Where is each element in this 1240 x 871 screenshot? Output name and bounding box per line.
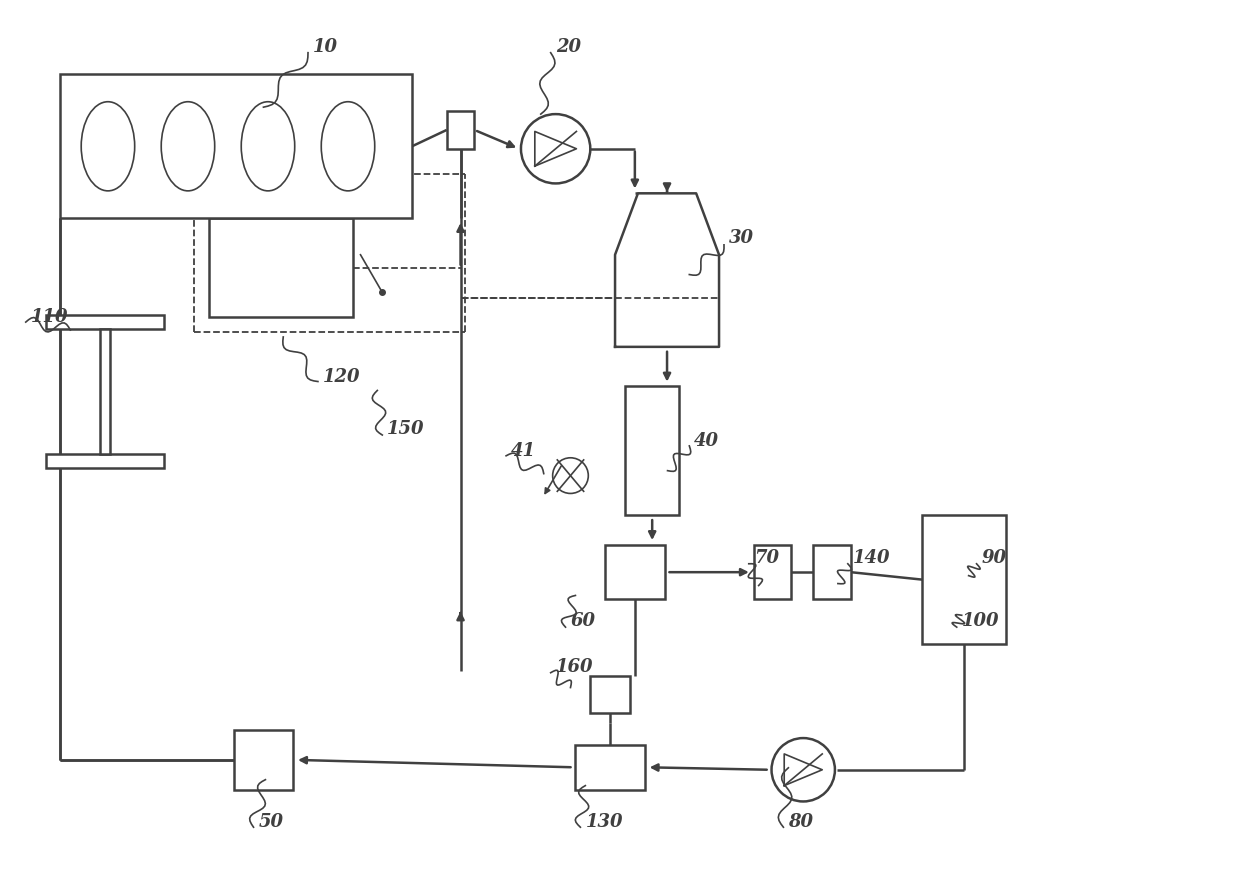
Text: 100: 100 — [962, 612, 999, 631]
Text: 80: 80 — [789, 814, 813, 831]
Bar — [754, 545, 791, 599]
Bar — [446, 111, 475, 149]
Text: 60: 60 — [570, 612, 595, 631]
Bar — [46, 314, 165, 328]
Bar — [575, 745, 645, 790]
Text: 10: 10 — [312, 37, 339, 56]
Ellipse shape — [161, 102, 215, 191]
Ellipse shape — [81, 102, 135, 191]
Bar — [46, 455, 165, 469]
Text: 50: 50 — [258, 814, 284, 831]
Circle shape — [553, 458, 588, 494]
Text: 41: 41 — [511, 442, 536, 460]
Text: 30: 30 — [729, 229, 754, 246]
Bar — [99, 328, 110, 455]
Text: 110: 110 — [31, 308, 68, 326]
Bar — [923, 516, 1007, 644]
Text: 90: 90 — [982, 549, 1007, 567]
Bar — [61, 75, 412, 218]
Bar — [625, 387, 680, 516]
Ellipse shape — [242, 102, 295, 191]
Bar — [590, 676, 630, 713]
Bar — [605, 545, 665, 599]
Text: 120: 120 — [322, 368, 361, 386]
Text: 130: 130 — [585, 814, 622, 831]
Polygon shape — [615, 193, 719, 347]
Bar — [233, 730, 293, 790]
Text: 20: 20 — [556, 37, 580, 56]
Circle shape — [771, 738, 835, 801]
Ellipse shape — [321, 102, 374, 191]
Text: 40: 40 — [694, 432, 719, 450]
Text: 140: 140 — [853, 549, 890, 567]
Text: 70: 70 — [754, 549, 779, 567]
Bar — [210, 218, 352, 317]
Text: 150: 150 — [387, 420, 425, 438]
Text: 160: 160 — [556, 658, 593, 676]
Bar — [813, 545, 851, 599]
Circle shape — [521, 114, 590, 184]
